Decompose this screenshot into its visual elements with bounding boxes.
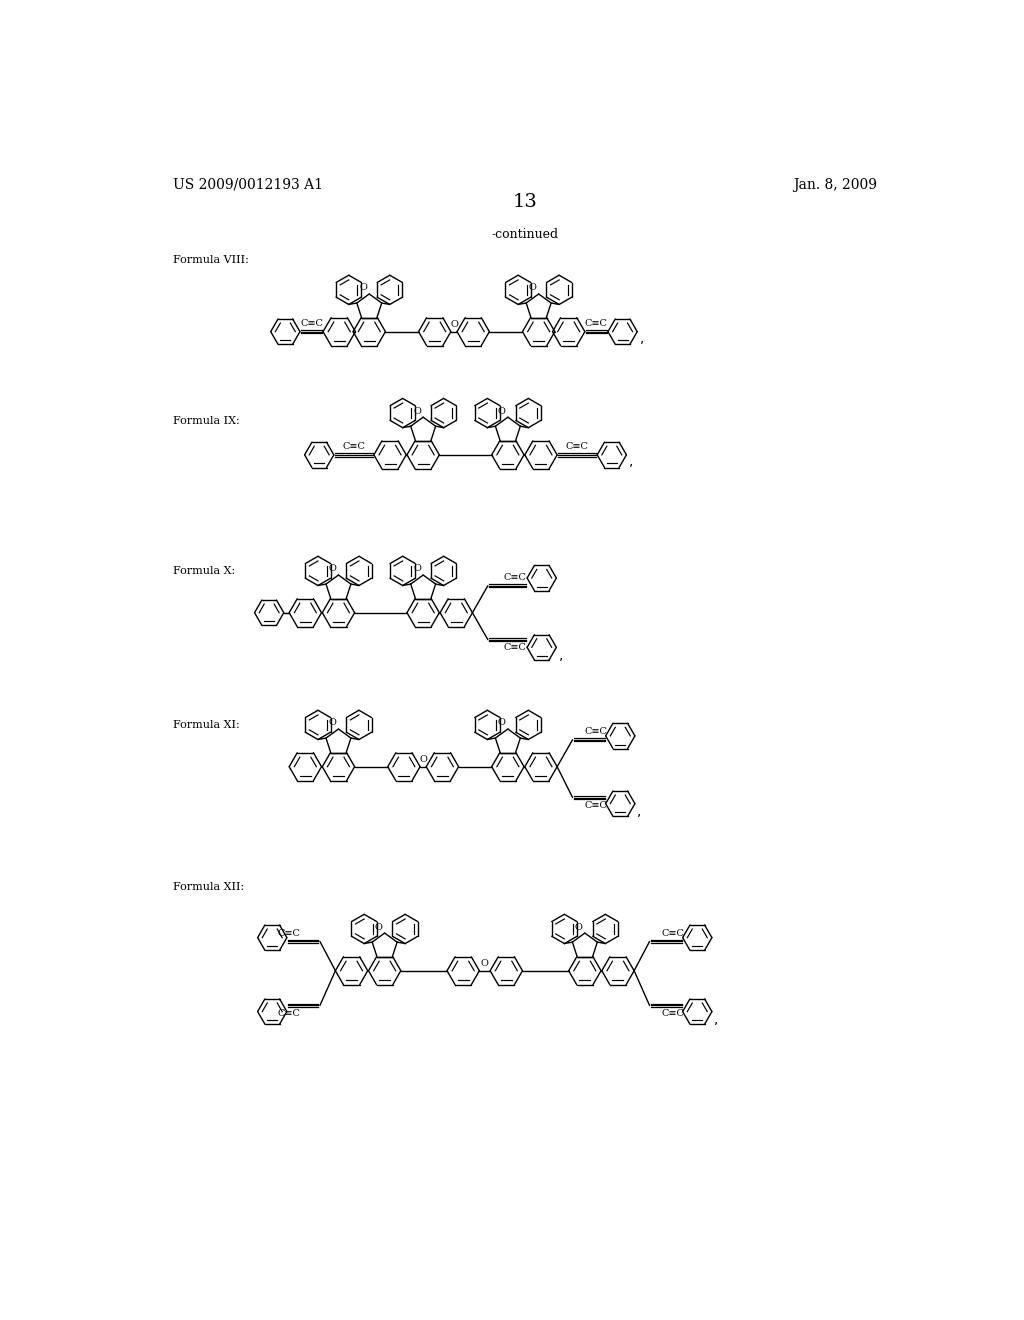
Text: 13: 13 [512, 193, 538, 211]
Text: US 2009/0012193 A1: US 2009/0012193 A1 [173, 178, 323, 191]
Text: C≡C: C≡C [662, 929, 684, 937]
Text: O: O [413, 565, 421, 573]
Text: O: O [574, 923, 583, 932]
Text: O: O [498, 407, 506, 416]
Text: -continued: -continued [492, 227, 558, 240]
Text: Jan. 8, 2009: Jan. 8, 2009 [794, 178, 878, 191]
Text: O: O [359, 284, 367, 293]
Text: C≡C: C≡C [278, 1010, 301, 1018]
Text: C≡C: C≡C [342, 442, 366, 451]
Text: Formula IX:: Formula IX: [173, 416, 240, 426]
Text: Formula XI:: Formula XI: [173, 721, 240, 730]
Text: O: O [329, 718, 336, 727]
Text: ,: , [640, 331, 644, 345]
Text: ,: , [714, 1012, 719, 1026]
Text: O: O [329, 565, 336, 573]
Text: O: O [375, 923, 382, 932]
Text: ,: , [637, 804, 642, 818]
Text: O: O [498, 718, 506, 727]
Text: Formula X:: Formula X: [173, 566, 236, 577]
Text: C≡C: C≡C [565, 442, 589, 451]
Text: O: O [528, 284, 537, 293]
Text: O: O [413, 407, 421, 416]
Text: C≡C: C≡C [584, 801, 607, 810]
Text: ,: , [559, 648, 563, 663]
Text: C≡C: C≡C [278, 929, 301, 937]
Text: Formula XII:: Formula XII: [173, 882, 244, 892]
Text: C≡C: C≡C [584, 727, 607, 737]
Text: C≡C: C≡C [300, 319, 323, 327]
Text: C≡C: C≡C [662, 1010, 684, 1018]
Text: C≡C: C≡C [585, 319, 608, 327]
Text: C≡C: C≡C [503, 644, 526, 652]
Text: O: O [419, 755, 427, 764]
Text: ,: , [629, 454, 633, 469]
Text: O: O [481, 960, 488, 969]
Text: O: O [450, 321, 458, 330]
Text: Formula VIII:: Formula VIII: [173, 255, 249, 264]
Text: C≡C: C≡C [503, 573, 526, 582]
